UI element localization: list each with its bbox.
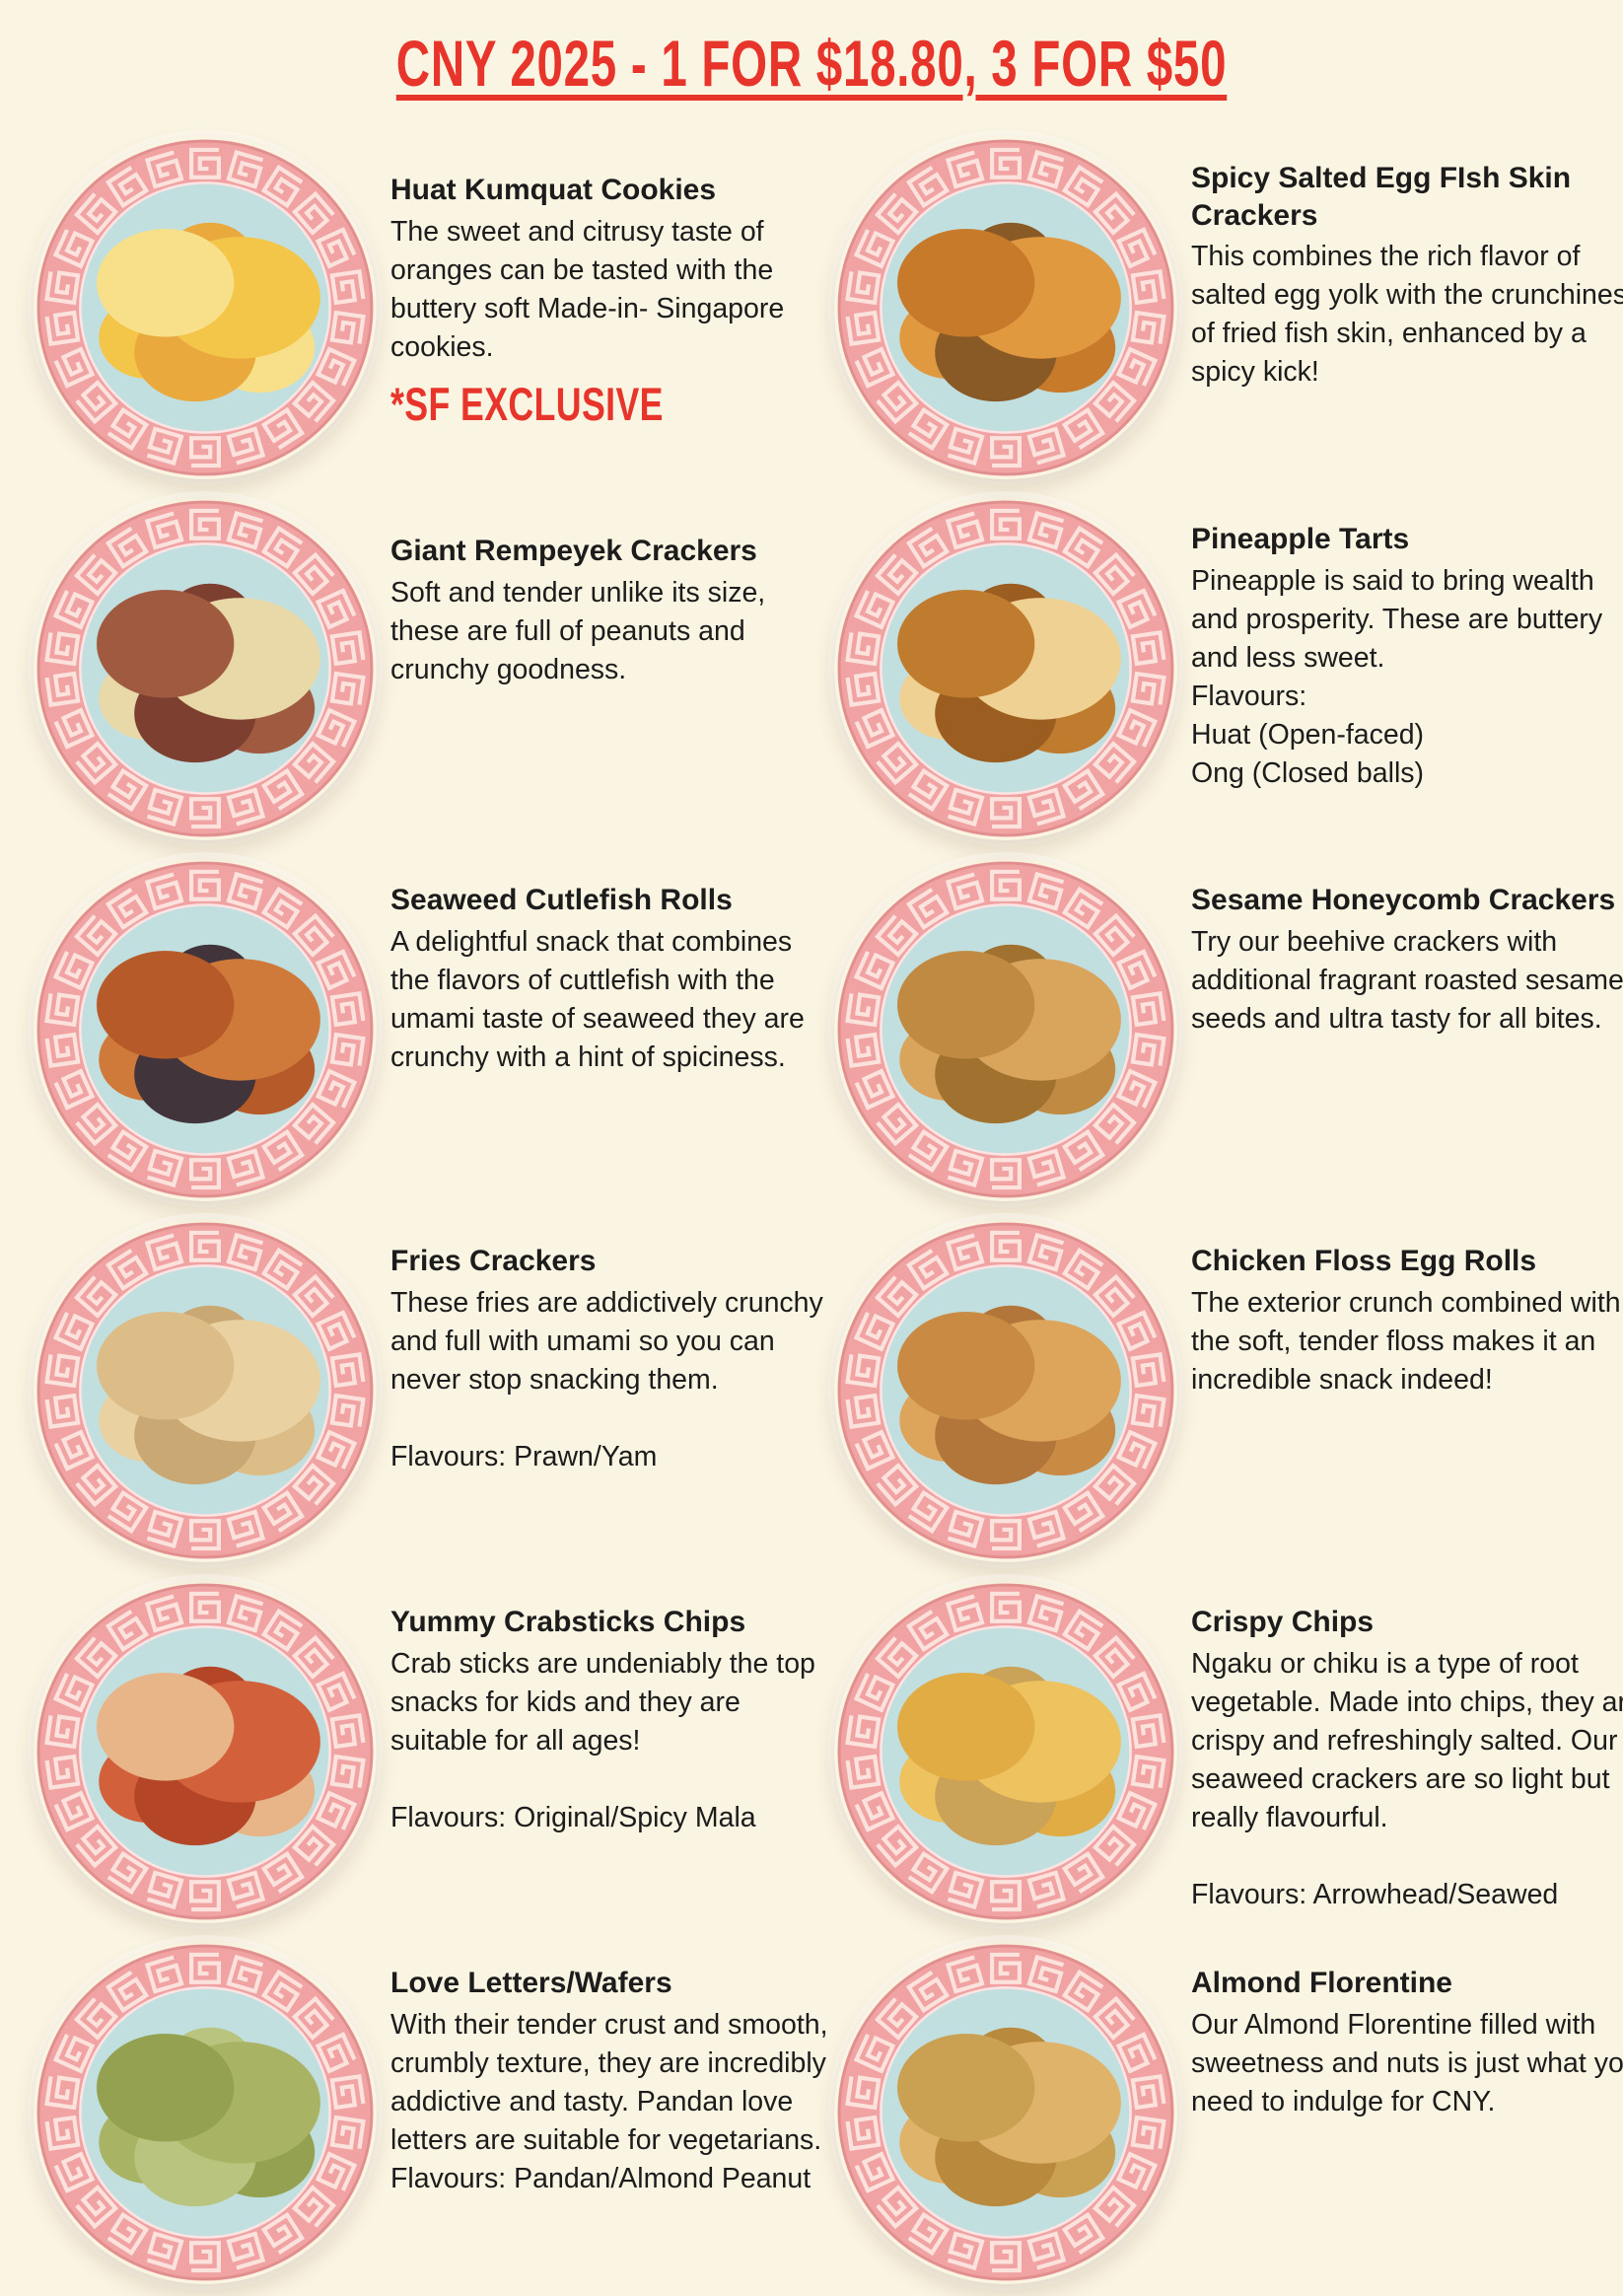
product-name: Almond Florentine (1191, 1967, 1452, 1999)
decorative-plate (34, 497, 377, 840)
decorative-plate (34, 1580, 377, 1923)
decorative-plate (834, 497, 1177, 840)
fries-crackers-photo (81, 1266, 329, 1515)
product-info: Almond Florentine Our Almond Florentine … (1191, 1931, 1623, 2121)
product-name: Sesame Honeycomb Crackers (1191, 884, 1616, 916)
pineapple-tarts-photo (882, 544, 1130, 793)
rempeyek-crackers-photo (81, 544, 329, 793)
product-description: This combines the rich flavor of salted … (1191, 241, 1623, 389)
product-info: Love Letters/Wafers With their tender cr… (390, 1931, 834, 2198)
product-info: Spicy Salted Egg FIsh Skin Crackers This… (1191, 126, 1623, 392)
almond-florentine-photo (882, 1988, 1130, 2237)
seaweed-cuttlefish-rolls-photo (81, 905, 329, 1154)
crabsticks-chips-photo (81, 1627, 329, 1876)
product-description: Soft and tender unlike its size, these a… (390, 576, 766, 685)
product-info: Chicken Floss Egg Rolls The exterior cru… (1191, 1209, 1623, 1399)
kumquat-cookies-photo (81, 183, 329, 432)
product-description: These fries are addictively crunchy and … (390, 1286, 823, 1472)
product-info: Yummy Crabsticks Chips Crab sticks are u… (390, 1570, 834, 1837)
crispy-chips-photo (882, 1627, 1130, 1876)
decorative-plate (34, 858, 377, 1201)
product-grid: Huat Kumquat Cookies The sweet and citru… (0, 120, 1623, 2292)
sf-exclusive-badge: *SF EXCLUSIVE (390, 377, 664, 430)
chicken-floss-egg-rolls-photo (882, 1266, 1130, 1515)
decorative-plate (834, 1941, 1177, 2284)
product-card-giant-rempeyek-crackers: Giant Rempeyek Crackers Soft and tender … (34, 487, 834, 848)
product-description: A delightful snack that combines the fla… (390, 925, 805, 1073)
product-info: Seaweed Cutlefish Rolls A delightful sna… (390, 848, 834, 1077)
decorative-plate (34, 1941, 377, 2284)
decorative-plate (834, 858, 1177, 1201)
product-description: The sweet and citrusy taste of oranges c… (390, 215, 785, 363)
product-card-crispy-chips: Crispy Chips Ngaku or chiku is a type of… (834, 1570, 1623, 1931)
product-name: Chicken Floss Egg Rolls (1191, 1245, 1537, 1277)
product-name: Seaweed Cutlefish Rolls (390, 884, 733, 916)
product-name: Pineapple Tarts (1191, 523, 1410, 555)
product-description: With their tender crust and smooth, crum… (390, 2008, 828, 2194)
page-title: CNY 2025 - 1 FOR $18.80, 3 FOR $50 (0, 0, 1623, 120)
product-name: Crispy Chips (1191, 1606, 1375, 1638)
product-description: Pineapple is said to bring wealth and pr… (1191, 564, 1603, 789)
product-info: Giant Rempeyek Crackers Soft and tender … (390, 487, 834, 689)
love-letters-photo (81, 1988, 329, 2237)
product-description: Crab sticks are undeniably the top snack… (390, 1647, 815, 1833)
product-info: Crispy Chips Ngaku or chiku is a type of… (1191, 1570, 1623, 1914)
product-description: Try our beehive crackers with additional… (1191, 925, 1623, 1035)
sesame-honeycomb-crackers-photo (882, 905, 1130, 1154)
product-card-fries-crackers: Fries Crackers These fries are addictive… (34, 1209, 834, 1570)
product-card-huat-kumquat-cookies: Huat Kumquat Cookies The sweet and citru… (34, 126, 834, 487)
salted-egg-fish-skin-photo (882, 183, 1130, 432)
product-description: Ngaku or chiku is a type of root vegetab… (1191, 1647, 1623, 1910)
product-name: Giant Rempeyek Crackers (390, 535, 757, 567)
product-card-sesame-honeycomb-crackers: Sesame Honeycomb Crackers Try our beehiv… (834, 848, 1623, 1209)
product-description: Our Almond Florentine filled with sweetn… (1191, 2008, 1623, 2117)
decorative-plate (834, 1219, 1177, 1562)
product-description: The exterior crunch combined with the so… (1191, 1286, 1621, 1396)
product-name: Love Letters/Wafers (390, 1967, 672, 1999)
decorative-plate (34, 136, 377, 479)
product-card-spicy-salted-egg-fish-skin-crackers: Spicy Salted Egg FIsh Skin Crackers This… (834, 126, 1623, 487)
product-info: Huat Kumquat Cookies The sweet and citru… (390, 126, 834, 431)
product-name: Fries Crackers (390, 1245, 597, 1277)
decorative-plate (834, 136, 1177, 479)
product-card-pineapple-tarts: Pineapple Tarts Pineapple is said to bri… (834, 487, 1623, 848)
product-info: Fries Crackers These fries are addictive… (390, 1209, 834, 1476)
product-name: Yummy Crabsticks Chips (390, 1606, 746, 1638)
product-card-almond-florentine: Almond Florentine Our Almond Florentine … (834, 1931, 1623, 2292)
decorative-plate (834, 1580, 1177, 1923)
product-card-seaweed-cutlefish-rolls: Seaweed Cutlefish Rolls A delightful sna… (34, 848, 834, 1209)
page-title-text: CNY 2025 - 1 FOR $18.80, 3 FOR $50 (395, 27, 1228, 100)
product-card-love-letters-wafers: Love Letters/Wafers With their tender cr… (34, 1931, 834, 2292)
product-card-yummy-crabsticks-chips: Yummy Crabsticks Chips Crab sticks are u… (34, 1570, 834, 1931)
product-info: Pineapple Tarts Pineapple is said to bri… (1191, 487, 1623, 793)
decorative-plate (34, 1219, 377, 1562)
product-card-chicken-floss-egg-rolls: Chicken Floss Egg Rolls The exterior cru… (834, 1209, 1623, 1570)
product-name: Spicy Salted Egg FIsh Skin Crackers (1191, 162, 1572, 232)
product-info: Sesame Honeycomb Crackers Try our beehiv… (1191, 848, 1623, 1039)
product-name: Huat Kumquat Cookies (390, 174, 717, 206)
